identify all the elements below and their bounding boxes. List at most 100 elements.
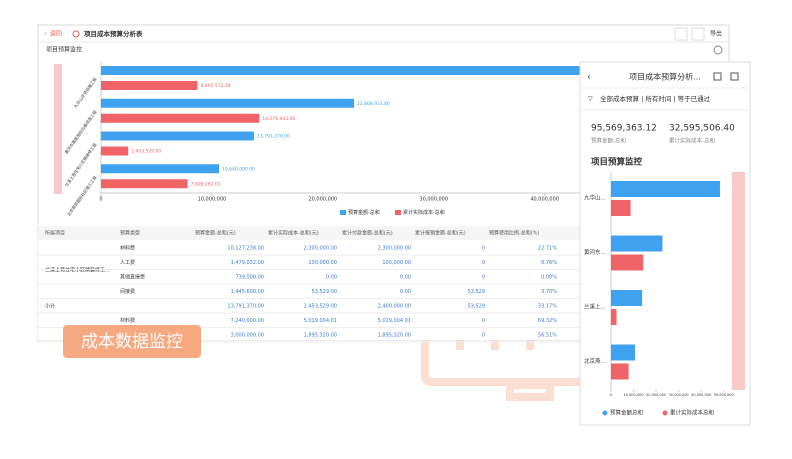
- table-cell: 53,529.00: [312, 289, 337, 295]
- mobile-back[interactable]: ‹: [587, 73, 591, 83]
- settings-button[interactable]: [713, 45, 723, 55]
- table-cell: 0: [482, 246, 485, 252]
- table-cell: 0.00: [326, 275, 337, 281]
- bar: [611, 290, 643, 306]
- bar: [611, 200, 631, 216]
- bar: [101, 113, 260, 123]
- table-cell: 6.76%: [541, 260, 557, 266]
- table-cell: 100,000.00: [382, 260, 411, 266]
- x-tick-label: 50,000,000: [714, 393, 734, 397]
- table-cell: 3,000,000.00: [231, 333, 264, 339]
- table-cell: 0.00%: [541, 275, 557, 281]
- legend-label: 预算金额总和: [610, 409, 643, 417]
- table-cell: 739,500.00: [235, 275, 264, 281]
- legend-label: 预算金额-总和: [348, 209, 380, 216]
- table-cell: 53,529: [468, 304, 486, 310]
- bar: [101, 146, 129, 156]
- section-title: 项目预算监控: [46, 46, 82, 54]
- column-header: 累计实际成本-总和(元): [268, 230, 319, 237]
- back-button[interactable]: ‹: [44, 31, 46, 38]
- table-cell: 材料费: [120, 317, 135, 324]
- refresh-button[interactable]: [674, 27, 688, 41]
- table-cell: 5,019,004.01: [304, 318, 337, 324]
- table-cell: 3.70%: [541, 289, 557, 295]
- kpi-label: 预算金额-总和: [591, 137, 626, 145]
- x-tick-label: 0: [99, 197, 102, 203]
- legend-label: 累计实际成本-总和: [403, 209, 445, 216]
- bar: [611, 254, 644, 271]
- mobile-filter[interactable]: 全部成本预算 | 所有时间 | 等于已通过: [600, 94, 711, 103]
- legend-label: 累计实际成本总和: [670, 409, 714, 417]
- table-button[interactable]: [730, 72, 739, 81]
- table-cell: 1,895,320.00: [378, 333, 411, 339]
- column-header: 累计付款金额-总和(元): [342, 230, 393, 237]
- list-button[interactable]: [713, 72, 722, 81]
- table-cell: 0: [482, 318, 485, 324]
- table-cell: 22.71%: [538, 246, 557, 252]
- table-cell: 2,300,000.00: [304, 246, 337, 252]
- category-label: 九华山...: [584, 194, 606, 202]
- back-button[interactable]: 返回: [50, 31, 62, 38]
- value-label: 7,808,262.01: [191, 181, 221, 187]
- table-cell: 0: [482, 260, 485, 266]
- table-cell: 0.00: [400, 275, 411, 281]
- table-cell: 53,529: [468, 289, 486, 295]
- column-header: 所属项目: [45, 230, 65, 237]
- bar: [101, 179, 188, 189]
- table-cell: 10,127,238.00: [227, 246, 264, 252]
- export-button[interactable]: 导出: [710, 30, 722, 38]
- scrollbar: [732, 172, 745, 390]
- table-cell: 1,479,032.00: [231, 260, 264, 266]
- bar: [101, 131, 254, 141]
- column-header: 预算类型: [120, 230, 140, 237]
- value-label: 2,453,529.00: [131, 149, 161, 155]
- bar: [611, 344, 635, 361]
- table-cell: 33.17%: [538, 304, 557, 310]
- x-tick-label: 30,000,000: [419, 197, 448, 203]
- column-header: 预算金额-总和(元): [195, 230, 236, 237]
- bar: [611, 181, 720, 197]
- table-cell: 2,453,529.00: [304, 304, 337, 310]
- table-cell: 7,240,000.00: [231, 318, 264, 324]
- bar: [611, 309, 617, 325]
- window-title: 项目成本预算分析表: [84, 29, 143, 38]
- filter-icon: ▽: [588, 96, 593, 103]
- scrollbar: [54, 64, 62, 194]
- table-header: [38, 226, 580, 240]
- x-tick-label: 40,000,000: [691, 393, 711, 397]
- kpi-value: 32,595,506.40: [669, 124, 735, 134]
- value-label: 10,640,000.00: [222, 166, 255, 172]
- table-cell: 100,000.00: [308, 260, 337, 266]
- badge-text: 成本数据监控: [81, 332, 183, 352]
- value-label: 8,695,572.38: [200, 83, 230, 89]
- value-label: 13,791,370.00: [257, 134, 290, 140]
- badge: [63, 325, 201, 358]
- legend-swatch: [395, 210, 401, 215]
- kpi-value: 95,569,363.12: [591, 124, 657, 134]
- table-cell: 2,300,000.00: [378, 246, 411, 252]
- bar: [101, 98, 354, 108]
- icon: [72, 30, 80, 38]
- table-cell: 0: [482, 275, 485, 281]
- table-cell: 1,895,320.00: [304, 333, 337, 339]
- bar: [611, 235, 663, 252]
- table-cell: 69.32%: [538, 318, 557, 324]
- mobile-panel: [579, 61, 751, 426]
- table-cell: 13,791,370.00: [227, 304, 264, 310]
- legend-swatch: [662, 410, 668, 416]
- mobile-section: 项目预算监控: [591, 157, 643, 168]
- value-label: 22,808,931.80: [357, 101, 390, 107]
- table-cell: 2,400,000.00: [378, 304, 411, 310]
- bar: [101, 66, 638, 75]
- x-tick-label: 10,000,000: [624, 393, 644, 397]
- table-cell: 1,445,600.00: [231, 289, 264, 295]
- mobile-title: 项目成本预算分析...: [629, 72, 701, 82]
- column-header: 预算使用比例-总和(%): [489, 230, 540, 237]
- category-label: 黄河东...: [584, 248, 606, 256]
- table-cell: 56.51%: [538, 333, 557, 339]
- filter-button[interactable]: [691, 27, 705, 41]
- bar: [611, 363, 629, 380]
- kpi-label: 累计实际成本-总和: [669, 137, 715, 145]
- legend-swatch: [340, 210, 346, 215]
